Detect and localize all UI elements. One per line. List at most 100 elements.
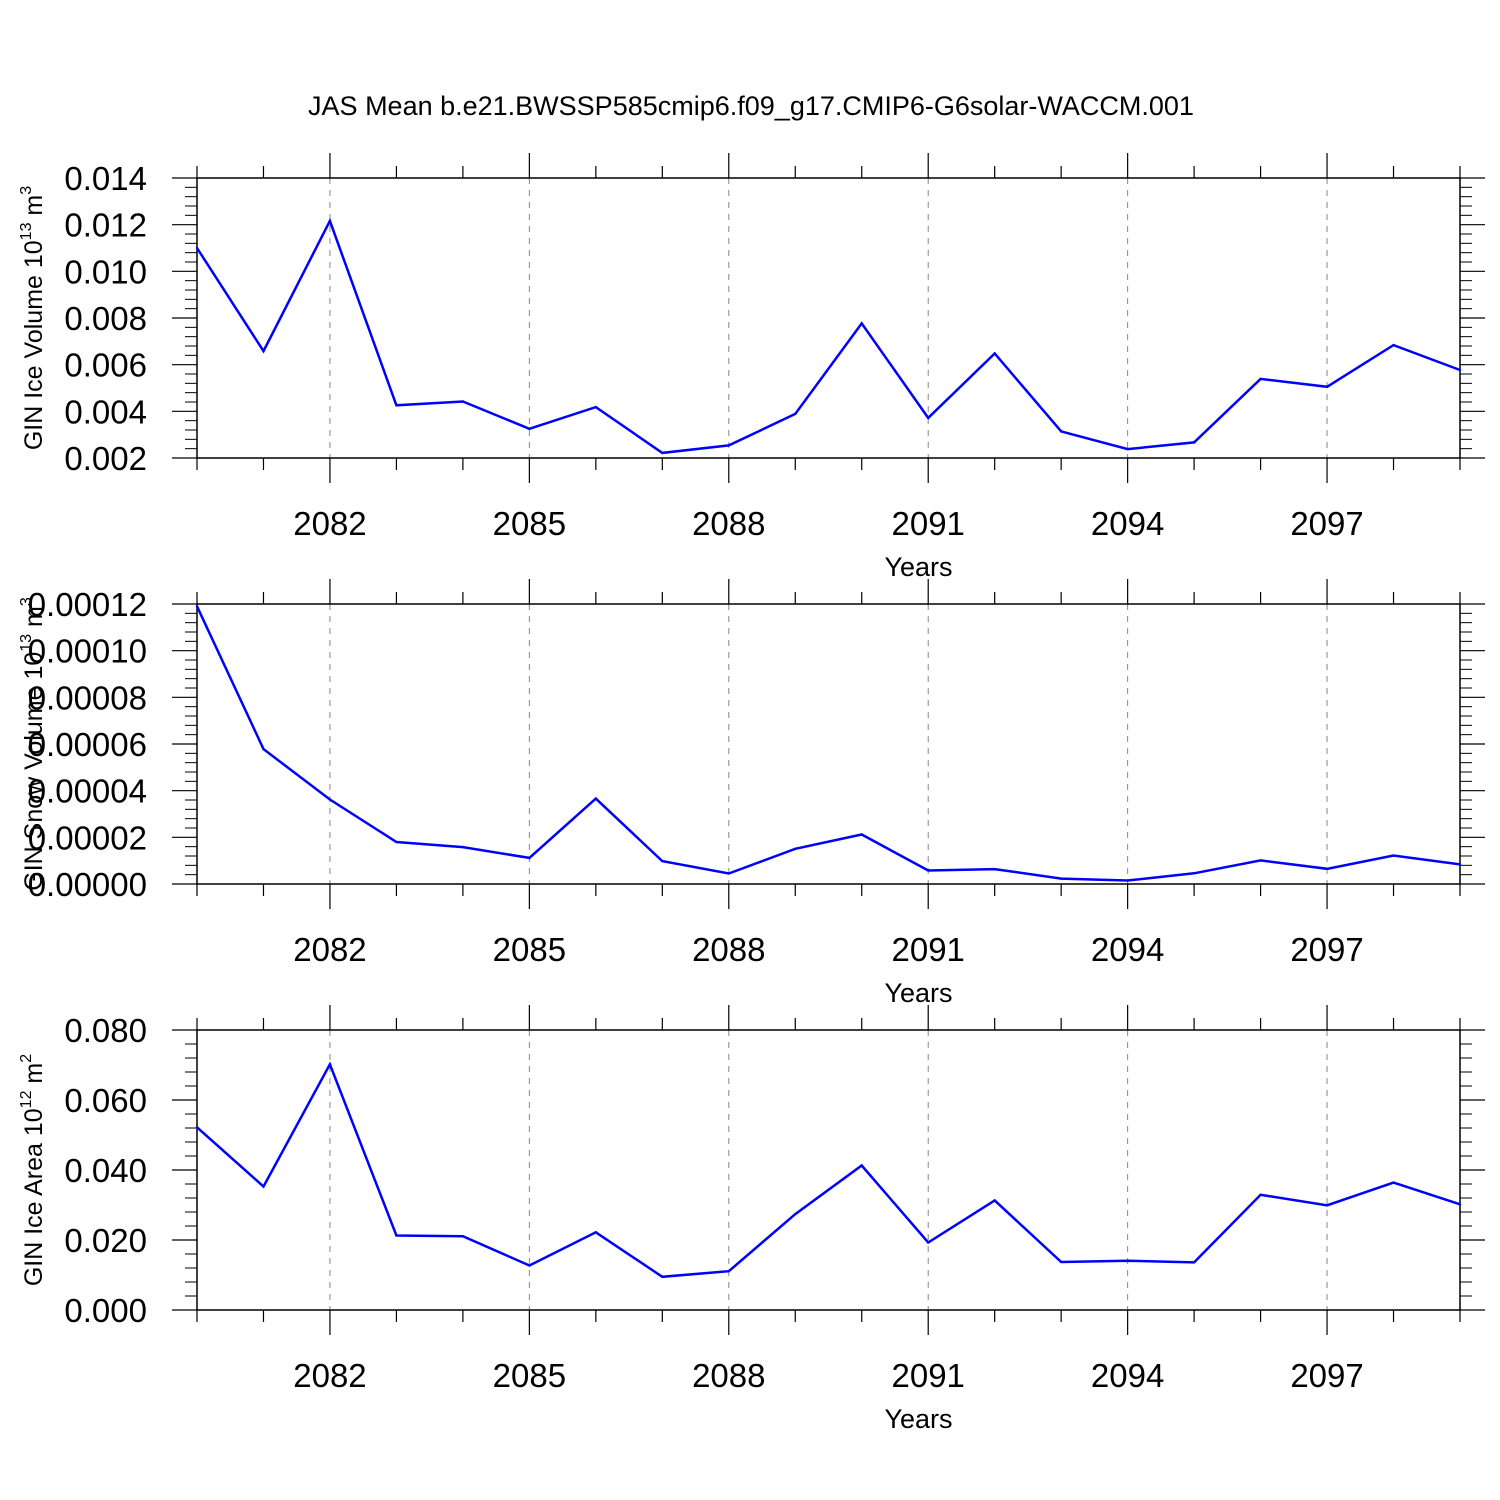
data-point [927,1241,930,1244]
data-point [993,1199,996,1202]
y-axis-title-exp: 13 [18,634,35,652]
x-tick-label: 2085 [493,931,566,968]
y-tick-label: 0.006 [64,347,147,384]
plot-frame [196,1029,1461,1311]
data-point [528,427,531,431]
y-axis-title-unit-exp: 2 [18,1054,35,1063]
x-tick-label: 2082 [293,505,366,542]
figure-title: JAS Mean b.e21.BWSSP585cmip6.f09_g17.CMI… [308,91,1194,121]
series-line [195,217,1461,455]
x-tick-label: 2082 [293,931,366,968]
x-tick-label: 2094 [1091,931,1164,968]
data-point [1325,867,1329,871]
y-tick-label: 0.00008 [28,679,147,716]
data-point [1325,385,1329,389]
panel-3: 2082 2085 2088 2091 2094 2097 0.000 0.020 0.040 0… [18,1005,1485,1434]
data-point [860,322,863,325]
data-point [461,845,465,849]
y-tick-label: 0.00002 [28,819,147,856]
data-point [794,1212,797,1216]
y-axis-title-unit: m [20,195,48,223]
x-tick-label: 2085 [493,1357,566,1394]
panels: 2082 2085 2088 2091 2094 2097 0.002 0.004 0.006 0… [18,153,1485,1434]
data-point [594,797,598,800]
y-axis-title-text: GIN Snow Volume 10 [20,652,48,891]
data-point [661,1275,664,1278]
x-tick-label: 2091 [891,1357,964,1394]
x-tick-label: 2085 [493,505,566,542]
data-point [528,1264,531,1267]
data-point [927,416,930,420]
x-tick-label: 2097 [1290,931,1363,968]
y-axis-title: GIN Ice Area 1012 m2 [18,1054,48,1286]
y-axis-title-unit-exp: 3 [18,186,35,195]
data-point [1259,1193,1262,1197]
x-tick-label: 2088 [692,1357,765,1394]
data-point [860,833,863,836]
data-point [727,872,730,875]
data-point [661,451,664,455]
data-point [594,405,598,409]
y-tick-label: 0.020 [64,1222,147,1259]
data-point [1458,863,1462,866]
y-axis-title-text: GIN Ice Area 10 [20,1108,48,1286]
data-point [1458,368,1462,372]
y-tick-label: 0.00006 [28,726,147,763]
data-point [1059,877,1063,880]
plot-frame [196,177,1461,459]
x-axis-title: Years [884,552,952,582]
data-point [794,847,797,850]
x-tick-label: 2097 [1290,1357,1363,1394]
data-point [395,840,398,844]
data-point [860,1164,863,1167]
y-axis-title: GIN Snow Volume 1013 m3 [18,597,48,891]
data-point [1458,1203,1462,1206]
data-point [1392,1181,1395,1184]
data-point [1392,343,1395,347]
data-point [395,1234,398,1237]
y-tick-label: 0.004 [64,393,147,430]
x-axis-title: Years [884,1404,952,1434]
x-tick-label: 2097 [1290,505,1363,542]
y-tick-label: 0.010 [64,253,147,290]
data-point [1192,872,1196,875]
data-point [1126,447,1129,451]
data-point [993,867,996,871]
y-axis-title-unit-exp: 3 [18,597,35,606]
data-point [328,1063,332,1066]
y-tick-label: 0.00000 [28,866,147,903]
y-tick-label: 0.000 [64,1292,147,1329]
x-tick-label: 2094 [1091,1357,1164,1394]
data-point [395,404,398,407]
y-tick-label: 0.040 [64,1152,147,1189]
data-point [1259,377,1262,381]
y-tick-label: 0.080 [64,1012,147,1049]
data-point [262,349,265,353]
data-point [1126,1259,1129,1262]
data-point [262,1185,265,1188]
data-point [1392,854,1395,857]
data-point [262,747,265,751]
y-axis-title-unit: m [20,1063,48,1091]
y-axis-title-unit: m [20,606,48,634]
y-axis-title: GIN Ice Volume 1013 m3 [18,186,48,450]
series-line [196,1061,1461,1279]
y-tick-label: 0.060 [64,1082,147,1119]
x-tick-label: 2091 [891,505,964,542]
data-point [195,246,199,250]
data-point [794,412,797,416]
x-tick-label: 2088 [692,505,765,542]
y-tick-label: 0.002 [64,440,147,477]
data-point [727,1269,730,1273]
x-tick-label: 2088 [692,931,765,968]
data-point [661,859,664,863]
y-tick-label: 0.00010 [28,633,147,670]
data-point [1192,1261,1196,1264]
x-axis-title: Years [884,978,952,1008]
data-point [927,869,930,872]
data-point [195,1126,199,1129]
data-point [328,219,332,223]
data-point [727,444,730,447]
y-tick-label: 0.012 [64,207,147,244]
